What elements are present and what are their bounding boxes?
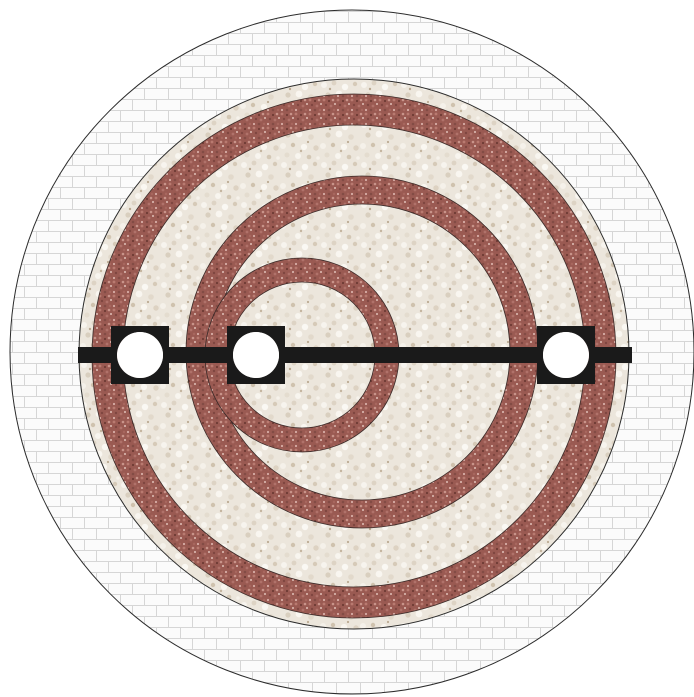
outer-red-ring [91,93,617,619]
right-node [543,332,589,378]
center-node [233,332,279,378]
middle-red-ring [185,175,539,529]
inner-red-ring [204,257,400,453]
left-node [117,332,163,378]
